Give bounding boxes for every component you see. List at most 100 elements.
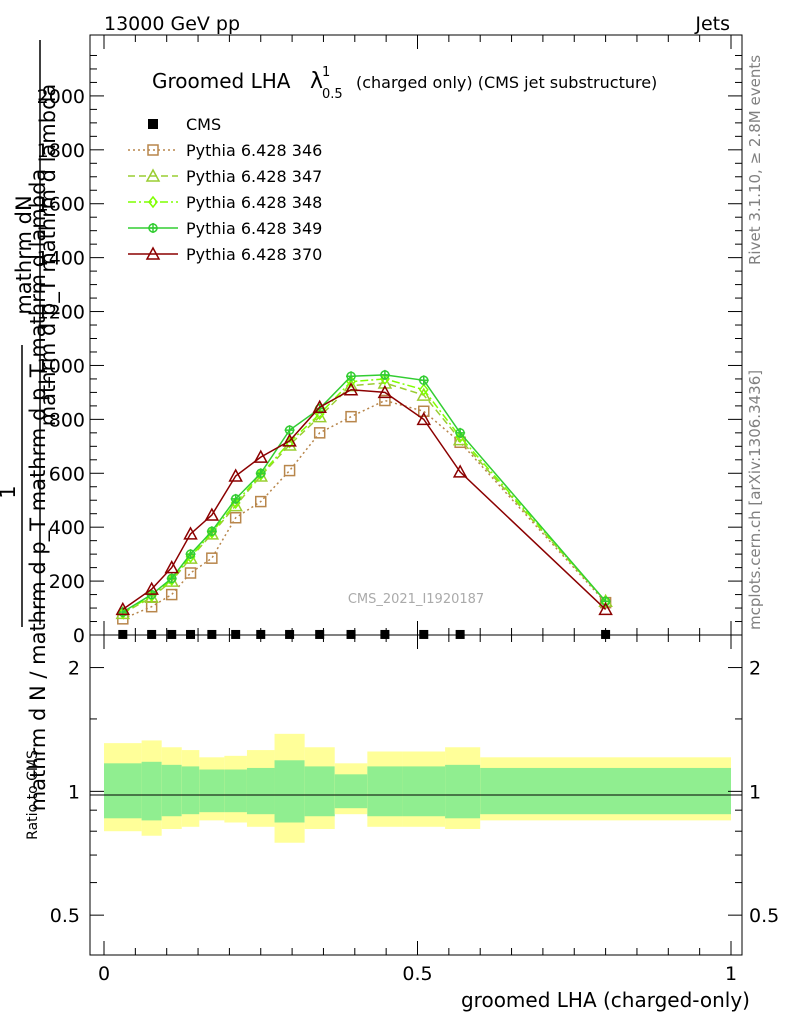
ratio-band-inner xyxy=(199,769,225,813)
cms-point xyxy=(167,629,177,639)
cms-point xyxy=(455,629,465,639)
x-tick-label: 1 xyxy=(725,963,737,985)
ylabel-one: 1 xyxy=(0,485,20,498)
series-point xyxy=(418,383,429,396)
chart-title: Groomed LHA λ 1 0.5 (charged only) (CMS … xyxy=(152,65,657,102)
series-point xyxy=(379,394,391,407)
ratio-tick-label: 0.5 xyxy=(50,905,80,927)
ratio-tick-label-right: 0.5 xyxy=(749,905,779,927)
series-point xyxy=(416,411,432,426)
series-pythia-6-428-347 xyxy=(115,375,613,620)
ylabel-outer-denominator: mathrm d N / mathrm d p_T mathrm d p_T m… xyxy=(26,169,51,812)
series-line xyxy=(122,388,607,611)
cms-point xyxy=(419,629,429,639)
series-point xyxy=(255,495,267,508)
legend-marker xyxy=(145,246,161,260)
header-left: 13000 GeV pp xyxy=(104,13,240,35)
title-sub: 0.5 xyxy=(322,87,343,102)
main-y-tick-labels: 0 200 400 600 800 1000 1200 1400 1600 1800 2000 xyxy=(37,86,85,647)
y-tick-label: 0 xyxy=(73,625,85,647)
series-point xyxy=(312,399,327,413)
legend-marker xyxy=(148,195,158,209)
y-tick-label: 400 xyxy=(49,517,85,539)
ratio-band-inner xyxy=(104,763,142,819)
series-line xyxy=(122,399,607,620)
ratio-tick-label-right: 1 xyxy=(749,781,761,803)
cms-point xyxy=(207,629,217,639)
legend-label-cms: CMS xyxy=(186,115,221,134)
series-point xyxy=(183,526,198,540)
series-point xyxy=(452,464,468,478)
y-tick-label: 2000 xyxy=(37,86,85,108)
ratio-band-inner xyxy=(445,764,481,819)
series-line xyxy=(122,382,607,615)
rivet-label: Rivet 3.1.10, ≥ 2.8M events xyxy=(746,55,764,265)
series-layer xyxy=(115,369,613,639)
ratio-band-inner xyxy=(181,766,200,815)
ratio-band-inner xyxy=(480,767,731,815)
ratio-band-inner xyxy=(224,769,247,813)
title-rest: (charged only) (CMS jet substructure) xyxy=(356,73,657,92)
x-tick-label: 0.5 xyxy=(402,963,432,985)
ratio-tick-label: 2 xyxy=(68,658,80,680)
series-point xyxy=(204,507,220,521)
series-point xyxy=(282,433,297,447)
series-point xyxy=(253,449,269,463)
ratio-tick-label: 1 xyxy=(68,781,80,803)
legend: CMS Pythia 6.428 346 Pythia 6.428 347 Pythi… xyxy=(128,115,322,264)
ratio-band-inner xyxy=(367,766,403,817)
cms-point xyxy=(231,629,241,639)
series-point xyxy=(206,552,218,564)
ratio-axes: 0.5 0.5 1 1 2 2 xyxy=(50,635,779,955)
y-tick-label: 1400 xyxy=(37,248,85,270)
y-tick-label: 600 xyxy=(49,463,85,485)
ratio-y-axis-label: Ratio to CMS xyxy=(25,750,41,840)
series-point xyxy=(418,405,430,418)
ratio-band-inner xyxy=(304,766,335,817)
x-tick-labels: 0 0.5 1 xyxy=(98,963,737,985)
y-tick-label: 1200 xyxy=(37,302,85,324)
x-tick-label: 0 xyxy=(98,963,110,985)
series-point xyxy=(343,382,359,396)
series-point xyxy=(313,427,326,439)
series-point xyxy=(229,511,242,524)
series-point xyxy=(165,588,178,601)
cms-point xyxy=(601,629,611,639)
legend-marker xyxy=(145,168,161,182)
main-y-axis-label: mathrm dN mathrm d p_T mathrm d lambda 1… xyxy=(0,40,61,811)
cms-point xyxy=(118,629,128,639)
cms-point xyxy=(315,629,325,639)
watermark: CMS_2021_I1920187 xyxy=(348,592,484,607)
legend-label: Pythia 6.428 348 xyxy=(186,193,322,212)
series-pythia-6-428-346 xyxy=(117,394,612,625)
cms-point xyxy=(380,629,390,639)
main-axes xyxy=(90,35,742,636)
series-line xyxy=(122,374,607,613)
cms-point xyxy=(256,629,266,639)
series-point xyxy=(144,581,159,595)
title-main: Groomed LHA xyxy=(152,69,291,93)
ratio-band-inner xyxy=(246,767,275,815)
series-point xyxy=(164,560,179,574)
y-tick-label: 1600 xyxy=(37,194,85,216)
legend-label: Pythia 6.428 370 xyxy=(186,245,322,264)
mcplots-label: mcplots.cern.ch [arXiv:1306.3436] xyxy=(746,370,764,630)
series-point xyxy=(185,550,196,564)
ratio-band-inner xyxy=(402,766,446,817)
legend-label: Pythia 6.428 346 xyxy=(186,141,322,160)
series-pythia-6-428-349 xyxy=(117,369,611,618)
cms-point xyxy=(285,629,295,639)
series-cms xyxy=(118,629,611,639)
header-right: Jets xyxy=(694,13,730,35)
cms-point xyxy=(186,629,196,639)
y-tick-label: 1800 xyxy=(37,140,85,162)
ylabel-denominator: mathrm d p_T mathrm d lambda xyxy=(36,84,61,427)
ratio-band-inner xyxy=(334,774,368,809)
legend-marker-cms xyxy=(148,119,158,129)
legend-label: Pythia 6.428 349 xyxy=(186,219,322,238)
y-tick-label: 800 xyxy=(49,409,85,431)
ratio-band-inner xyxy=(161,764,182,817)
ylabel-numerator: mathrm dN xyxy=(12,195,36,314)
cms-point xyxy=(147,629,157,639)
